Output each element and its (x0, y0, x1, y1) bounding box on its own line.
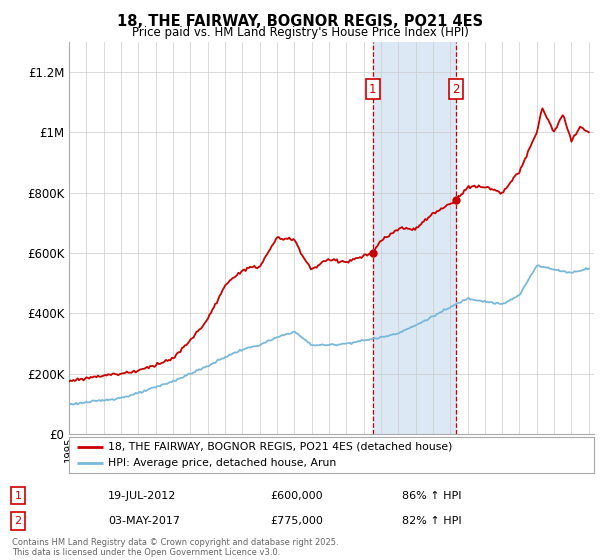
Text: 1: 1 (14, 491, 22, 501)
Text: Contains HM Land Registry data © Crown copyright and database right 2025.
This d: Contains HM Land Registry data © Crown c… (12, 538, 338, 557)
Text: 19-JUL-2012: 19-JUL-2012 (108, 491, 176, 501)
Text: 82% ↑ HPI: 82% ↑ HPI (402, 516, 461, 526)
Text: 2: 2 (452, 82, 460, 96)
Text: 86% ↑ HPI: 86% ↑ HPI (402, 491, 461, 501)
Text: 18, THE FAIRWAY, BOGNOR REGIS, PO21 4ES: 18, THE FAIRWAY, BOGNOR REGIS, PO21 4ES (117, 14, 483, 29)
Text: 18, THE FAIRWAY, BOGNOR REGIS, PO21 4ES (detached house): 18, THE FAIRWAY, BOGNOR REGIS, PO21 4ES … (109, 442, 453, 451)
Text: £775,000: £775,000 (270, 516, 323, 526)
Bar (373, 42, 456, 434)
Text: 1: 1 (369, 82, 377, 96)
Text: HPI: Average price, detached house, Arun: HPI: Average price, detached house, Arun (109, 459, 337, 468)
Text: £600,000: £600,000 (270, 491, 323, 501)
Text: 03-MAY-2017: 03-MAY-2017 (108, 516, 180, 526)
Text: 2: 2 (14, 516, 22, 526)
Text: Price paid vs. HM Land Registry's House Price Index (HPI): Price paid vs. HM Land Registry's House … (131, 26, 469, 39)
